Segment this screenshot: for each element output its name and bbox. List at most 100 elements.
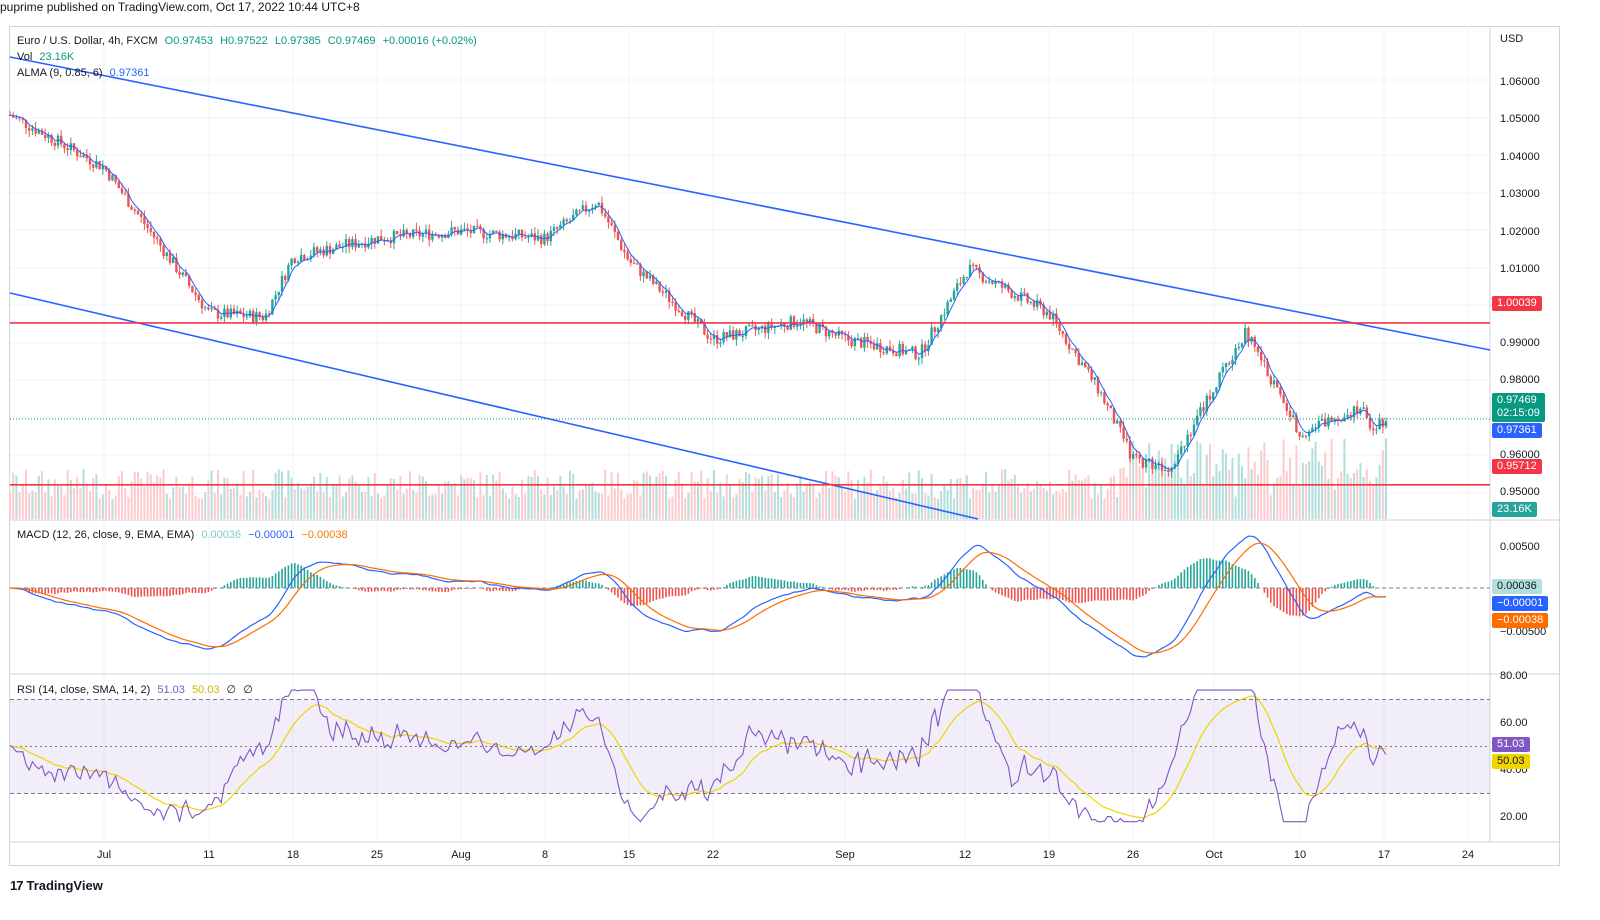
volume-bar (569, 470, 571, 519)
macd-hist-bar (146, 588, 149, 597)
volume-bar (1061, 488, 1064, 519)
macd-hist-bar (226, 583, 229, 588)
volume-bar (485, 474, 488, 519)
macd-hist-bar (166, 588, 168, 597)
macd-hist-bar (620, 588, 622, 601)
candle-body (466, 228, 469, 231)
macd-hist-bar (511, 588, 514, 592)
volume-bar (553, 486, 555, 519)
volume-bar (780, 496, 783, 519)
macd-hist-bar (706, 588, 709, 591)
candle-body (872, 343, 876, 350)
macd-hist-bar (882, 588, 885, 591)
macd-hist-bar (684, 588, 686, 596)
macd-hist-bar (1314, 588, 1317, 603)
candle-body (197, 295, 200, 301)
volume-bar (991, 484, 994, 519)
candle-body (1365, 407, 1368, 419)
macd-hist-bar (1126, 588, 1128, 600)
candle-body (604, 213, 607, 217)
macd-hist-bar (1010, 588, 1013, 600)
candle-body (856, 338, 860, 340)
macd-signal-line (10, 542, 1386, 654)
time-tick: Oct (1205, 849, 1223, 861)
volume-bar (1218, 470, 1221, 519)
volume-bar (1177, 444, 1179, 519)
volume-bar (338, 475, 341, 519)
candle-body (175, 257, 178, 273)
macd-hist-tag: 0.00036 (1492, 579, 1542, 594)
volume-bar (201, 498, 203, 519)
candle-body (408, 233, 412, 237)
macd-hist-bar (722, 587, 725, 588)
candle-body (488, 233, 492, 239)
candle-body (1343, 417, 1346, 422)
macd-hist-bar (633, 588, 635, 607)
volume-bar (825, 471, 827, 519)
candle-body (335, 244, 338, 250)
candle-body (1244, 328, 1247, 344)
currency-label[interactable]: USD (1500, 33, 1524, 45)
macd-hist-bar (441, 588, 443, 592)
macd-hist-bar (470, 588, 472, 589)
macd-hist-bar (607, 588, 610, 590)
tradingview-logo[interactable]: 17 TradingView (10, 878, 103, 893)
macd-hist-bar (930, 582, 933, 588)
volume-bar (210, 470, 213, 519)
volume-bar (975, 489, 978, 519)
macd-hist-bar (1042, 588, 1045, 599)
candle-body (287, 265, 290, 281)
macd-hist-bar (681, 588, 683, 596)
rsi-label[interactable]: RSI (14, close, SMA, 14, 2) (17, 684, 151, 696)
volume-bar (604, 469, 607, 519)
volume-bar (943, 485, 946, 519)
volume-bar (684, 498, 687, 519)
macd-hist-bar (582, 580, 584, 588)
candle-body (1317, 420, 1320, 428)
candle-body (1032, 302, 1036, 307)
macd-hist-bar (34, 588, 37, 594)
volume-bar (981, 483, 984, 519)
volume-bar (1106, 488, 1109, 519)
macd-hist-bar (1273, 588, 1275, 607)
macd-hist-bar (985, 584, 987, 588)
alma-label[interactable]: ALMA (9, 0.85, 6) (17, 67, 103, 79)
candle-body (863, 336, 866, 348)
candle-body (450, 227, 453, 235)
macd-hist-bar (1129, 588, 1131, 601)
macd-hist-bar (642, 588, 645, 605)
macd-hist-bar (959, 567, 962, 588)
volume-bar (284, 497, 287, 519)
rsi-pane (9, 689, 1490, 823)
macd-hist-bar (1004, 588, 1006, 597)
macd-hist-bar (239, 577, 242, 588)
volume-bar (661, 470, 664, 519)
volume-bar (917, 470, 920, 519)
macd-label[interactable]: MACD (12, 26, close, 9, EMA, EMA) (17, 529, 195, 541)
volume-bar (146, 471, 149, 519)
symbol-label[interactable]: Euro / U.S. Dollar, 4h, FXCM (17, 35, 158, 47)
macd-hist-bar (76, 588, 78, 592)
volume-bar (949, 478, 952, 519)
macd-hist-bar (658, 588, 661, 599)
volume-bar (114, 495, 117, 519)
volume-label[interactable]: Vol (17, 51, 33, 63)
volume-bar (21, 484, 24, 519)
volume-bar (482, 494, 485, 519)
candle-body (1106, 403, 1109, 406)
macd-hist-bar (342, 587, 344, 588)
macd-hist-bar (124, 588, 126, 595)
alma-line (9, 114, 1387, 470)
macd-hist-bar (150, 588, 152, 597)
candle-body (626, 252, 629, 260)
macd-hist-bar (694, 588, 696, 591)
candle-body (172, 257, 175, 263)
candle-body (258, 312, 261, 318)
candle-body (1077, 353, 1080, 365)
macd-hist-bar (1138, 588, 1141, 598)
candle-body (898, 343, 901, 357)
candle-body (1272, 380, 1276, 385)
candle-body (24, 119, 28, 129)
candle-body (12, 115, 15, 118)
